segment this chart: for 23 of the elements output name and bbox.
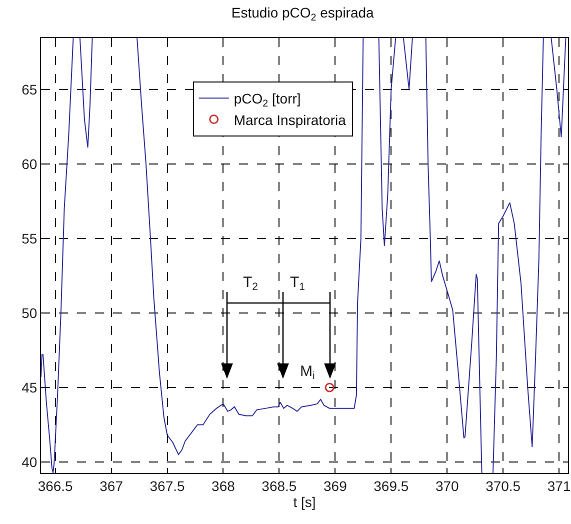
annotation: M$_{i}$ [300,363,315,382]
x-tick-label: 366.5 [38,478,74,494]
chart-title: Estudio pCO$_{2}$ espirada [231,4,374,24]
legend-label: pCO$_{2}$ [torr] [234,90,301,110]
annotation: T$_{1}$ [290,274,306,294]
x-tick-label: 368 [212,478,236,494]
x-axis-title: t [s] [293,494,316,510]
x-tick-label: 370.5 [486,478,521,494]
x-tick-label: 368.5 [262,478,297,494]
x-tick-label: 371 [547,478,571,494]
x-tick-label: 369.5 [374,478,409,494]
legend-label: Marca Inspiratoria [234,112,346,128]
y-tick-label: 60 [22,156,38,172]
y-tick-label: 65 [22,81,38,98]
x-tick-label: 367 [100,478,124,494]
annotation: T$_{2}$ [243,274,258,294]
y-tick-label: 40 [22,454,38,470]
x-tick-label: 370 [435,478,460,494]
x-tick-label: 367.5 [150,478,185,494]
y-tick-label: 55 [22,230,38,246]
y-tick-label: 50 [22,304,38,321]
y-tick-label: 45 [22,379,38,396]
x-tick-label: 369 [323,478,348,494]
